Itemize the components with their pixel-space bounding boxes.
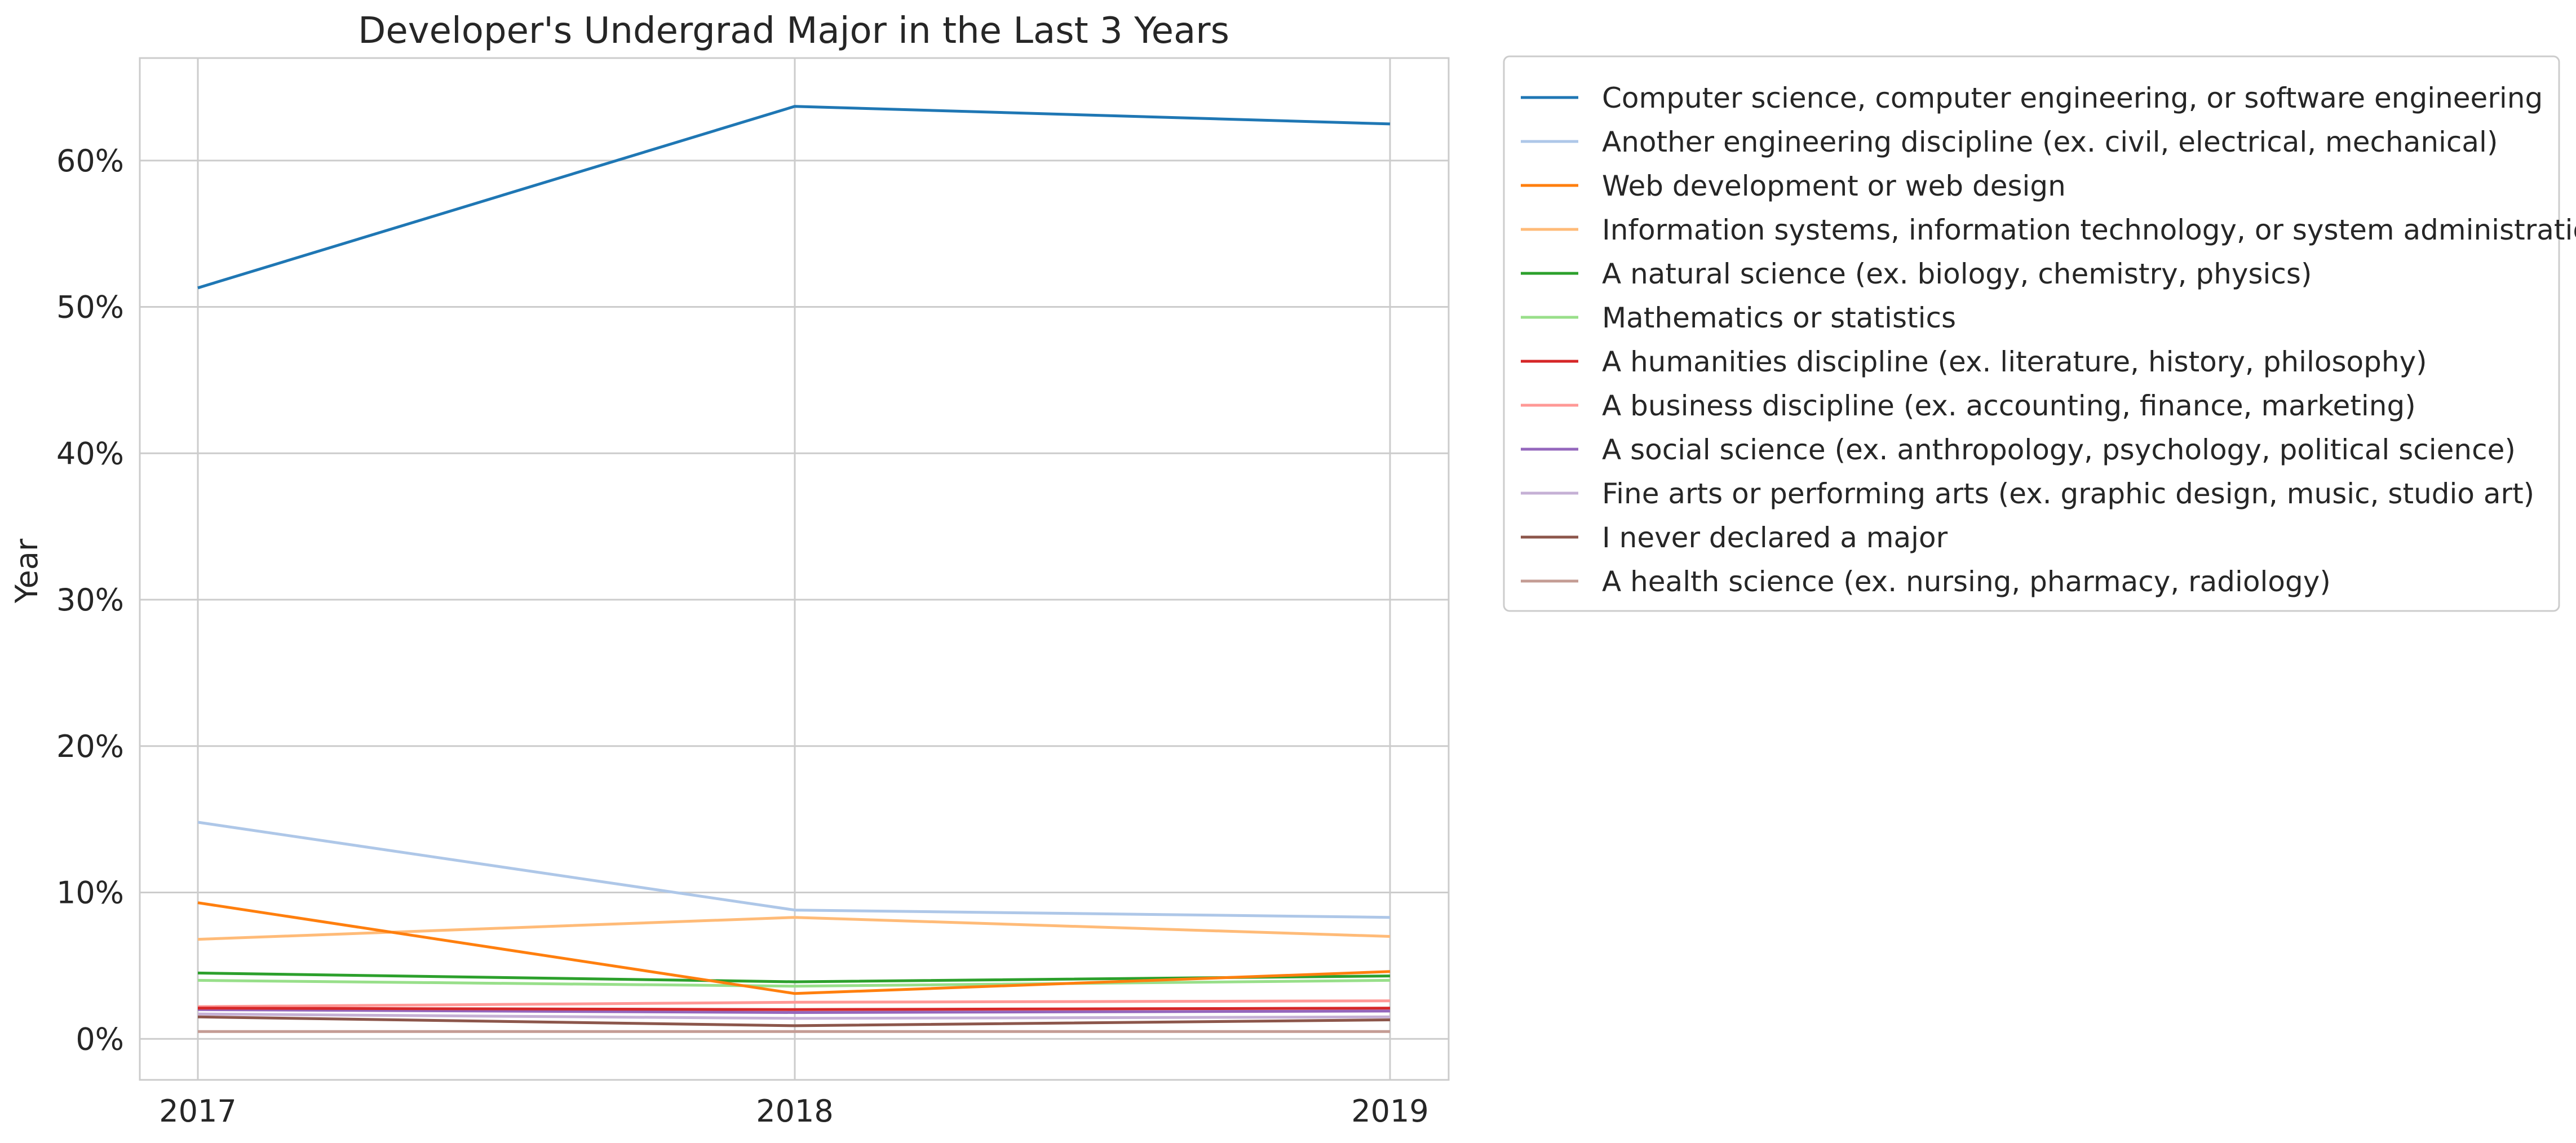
series-line — [197, 1008, 1391, 1014]
x-tick-label: 2018 — [756, 1093, 833, 1129]
series-line — [197, 1015, 1391, 1027]
y-tick-label: 50% — [56, 290, 124, 325]
chart-title: Developer's Undergrad Major in the Last … — [358, 10, 1229, 52]
series-line — [197, 105, 1391, 290]
legend-entry-label: Another engineering discipline (ex. civi… — [1602, 126, 2498, 158]
legend-entry-label: A natural science (ex. biology, chemistr… — [1602, 258, 2312, 290]
series-line — [197, 999, 1391, 1008]
legend-entry-label: Computer science, computer engineering, … — [1602, 82, 2543, 114]
series-line — [197, 978, 1391, 988]
y-tick-label: 40% — [56, 436, 124, 471]
series-line — [197, 901, 1391, 995]
legend-entry-label: A social science (ex. anthropology, psyc… — [1602, 433, 2516, 466]
y-tick-label: 60% — [56, 143, 124, 179]
x-tick-label: 2019 — [1351, 1093, 1428, 1129]
series-line — [197, 1007, 1391, 1011]
legend-entry-label: A humanities discipline (ex. literature,… — [1602, 345, 2427, 378]
y-tick-label: 0% — [76, 1021, 124, 1057]
y-axis-tick-labels: 0% 10% 20% 30% 40% 50% 60% — [56, 143, 124, 1057]
series-line — [197, 821, 1391, 919]
legend-entry-label: Mathematics or statistics — [1602, 302, 1956, 334]
x-axis-tick-labels: 2017 2018 2019 — [159, 1093, 1428, 1129]
legend-entry-label: A health science (ex. nursing, pharmacy,… — [1602, 565, 2331, 598]
legend-frame — [1503, 55, 2560, 612]
legend-entry-label: Fine arts or performing arts (ex. graphi… — [1602, 477, 2534, 510]
grid-lines — [140, 58, 1449, 1080]
y-tick-label: 30% — [56, 582, 124, 618]
legend-entry-label: I never declared a major — [1602, 521, 1948, 554]
legend-entry-label: A business discipline (ex. accounting, f… — [1602, 389, 2416, 422]
series-line — [197, 1012, 1391, 1020]
legend-entry-label: Information systems, information technol… — [1602, 214, 2576, 246]
legend: Computer science, computer engineering, … — [1503, 55, 2576, 612]
plot-area-frame — [139, 57, 1450, 1081]
y-tick-label: 10% — [56, 875, 124, 911]
y-tick-label: 20% — [56, 729, 124, 764]
legend-entry-label: Web development or web design — [1602, 170, 2066, 202]
series-lines — [197, 105, 1391, 1033]
x-tick-label: 2017 — [159, 1093, 236, 1129]
y-axis-label: Year — [9, 538, 45, 604]
